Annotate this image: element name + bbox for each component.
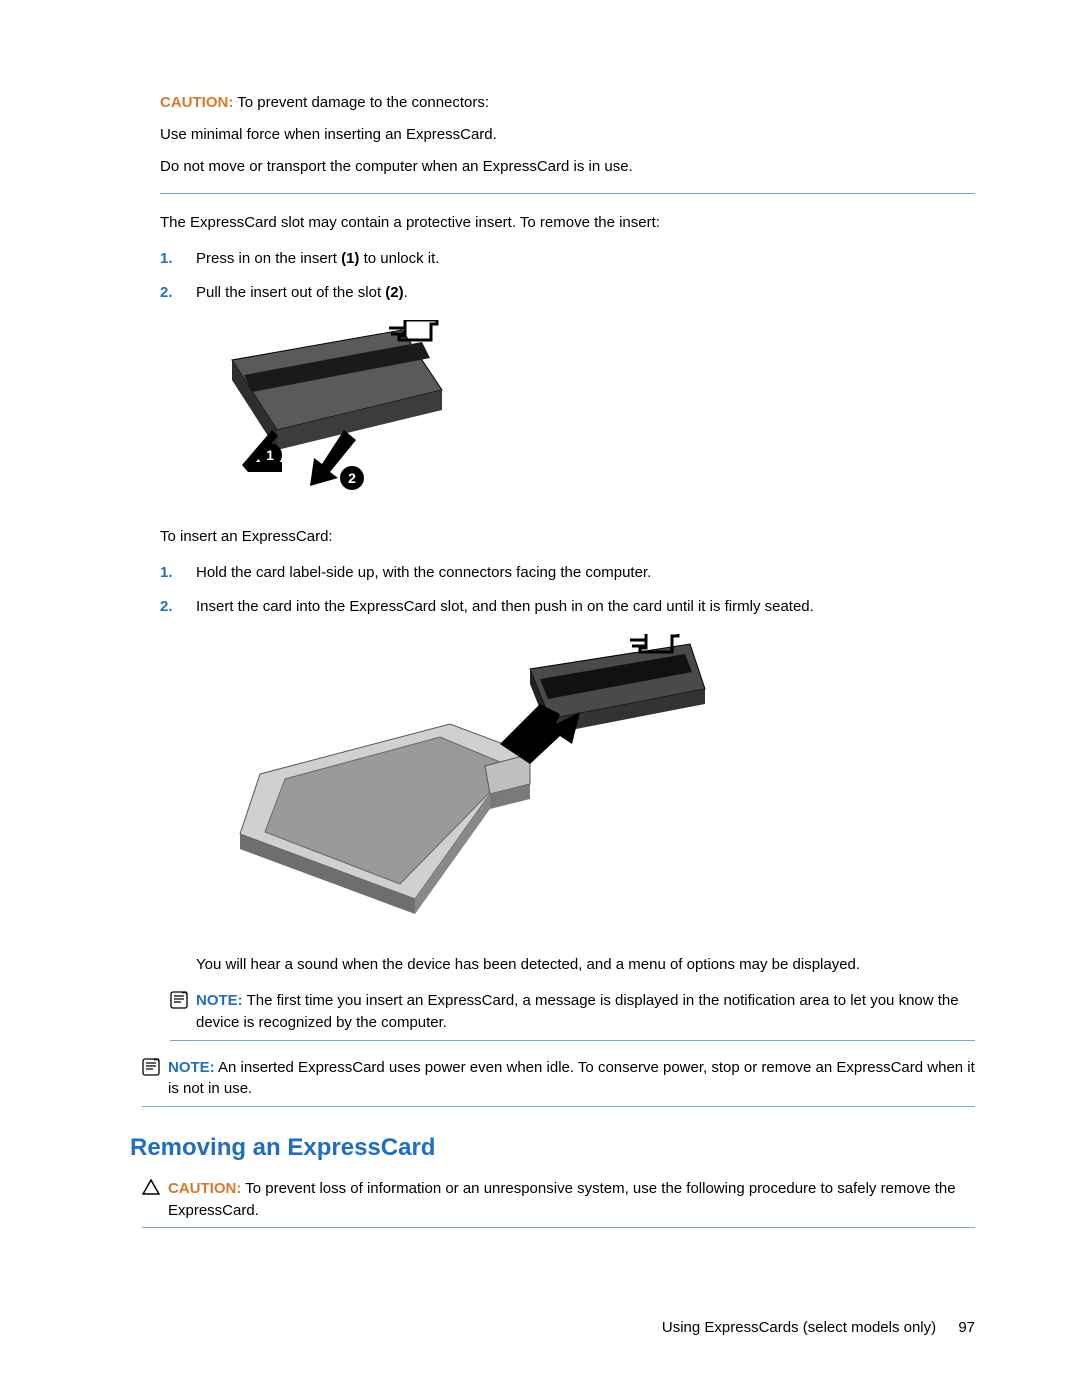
note-first-time: NOTE: The first time you insert an Expre…	[170, 990, 975, 1041]
caution-label: CAUTION:	[160, 94, 233, 111]
note-label: NOTE:	[196, 992, 243, 1009]
page-number: 97	[958, 1319, 975, 1336]
svg-text:1: 1	[266, 447, 274, 463]
heading-removing-expresscard: Removing an ExpressCard	[130, 1131, 975, 1166]
step-text: Press in on the insert (1) to unlock it.	[196, 248, 975, 270]
step-text: Pull the insert out of the slot (2).	[196, 282, 975, 304]
note-text: An inserted ExpressCard uses power even …	[168, 1059, 975, 1098]
caution-text: To prevent loss of information or an unr…	[168, 1180, 956, 1219]
steps-insert-card: 1. Hold the card label-side up, with the…	[160, 562, 975, 618]
footer-section: Using ExpressCards (select models only)	[662, 1319, 936, 1336]
page-footer: Using ExpressCards (select models only) …	[662, 1317, 975, 1339]
step-text: Hold the card label-side up, with the co…	[196, 562, 975, 584]
diagram-insert-card	[230, 634, 975, 931]
caution-label: CAUTION:	[168, 1180, 241, 1197]
detected-text: You will hear a sound when the device ha…	[196, 954, 975, 976]
step-number: 1.	[160, 248, 196, 270]
caution-text: To prevent damage to the connectors:	[237, 94, 489, 111]
step-number: 1.	[160, 562, 196, 584]
step-number: 2.	[160, 282, 196, 304]
diagram-remove-insert: 1 2	[192, 320, 975, 507]
caution-line1: CAUTION: To prevent damage to the connec…	[160, 92, 975, 114]
caution-remove: CAUTION: To prevent loss of information …	[142, 1178, 975, 1229]
step-text: Insert the card into the ExpressCard slo…	[196, 596, 975, 618]
svg-text:2: 2	[348, 470, 356, 486]
intro-remove-insert: The ExpressCard slot may contain a prote…	[160, 212, 975, 234]
list-item: 1. Hold the card label-side up, with the…	[160, 562, 975, 584]
step-number: 2.	[160, 596, 196, 618]
note-icon	[142, 1057, 168, 1083]
caution-line3: Do not move or transport the computer wh…	[160, 156, 975, 178]
caution-box-top: CAUTION: To prevent damage to the connec…	[160, 92, 975, 194]
note-label: NOTE:	[168, 1059, 215, 1076]
caution-content: CAUTION: To prevent loss of information …	[168, 1178, 975, 1222]
list-item: 1. Press in on the insert (1) to unlock …	[160, 248, 975, 270]
note-power-idle: NOTE: An inserted ExpressCard uses power…	[142, 1057, 975, 1108]
note-text: The first time you insert an ExpressCard…	[196, 992, 959, 1031]
caution-triangle-icon	[142, 1178, 168, 1202]
note-icon	[170, 990, 196, 1016]
intro-insert-card: To insert an ExpressCard:	[160, 526, 975, 548]
steps-remove-insert: 1. Press in on the insert (1) to unlock …	[160, 248, 975, 304]
list-item: 2. Insert the card into the ExpressCard …	[160, 596, 975, 618]
caution-line2: Use minimal force when inserting an Expr…	[160, 124, 975, 146]
note-content: NOTE: The first time you insert an Expre…	[196, 990, 975, 1034]
note-content: NOTE: An inserted ExpressCard uses power…	[168, 1057, 975, 1101]
list-item: 2. Pull the insert out of the slot (2).	[160, 282, 975, 304]
